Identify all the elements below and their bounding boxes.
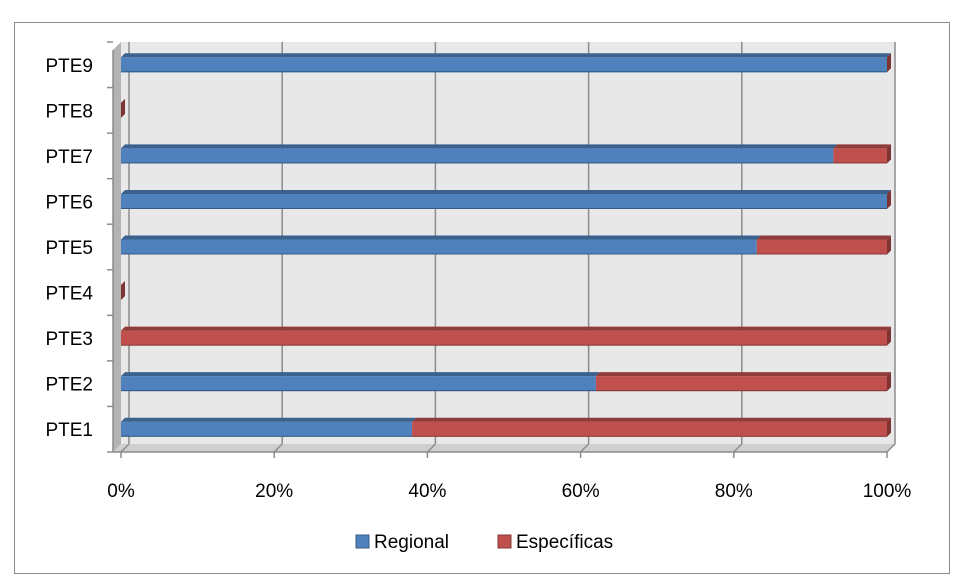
y-tick-label: PTE1 (45, 420, 93, 441)
x-tick-label: 40% (408, 481, 446, 502)
gridline-floor (886, 443, 896, 453)
y-tick-label: PTE7 (45, 147, 93, 168)
x-tick-label: 0% (107, 481, 135, 502)
bar-pte2-regional (121, 372, 600, 392)
bar-end-cap (887, 235, 891, 255)
x-tick-label: 60% (562, 481, 600, 502)
bar-end-cap (887, 189, 891, 209)
legend-swatch-regional (355, 534, 370, 549)
bar-pte1-regional (121, 417, 417, 437)
gridline-floor (273, 443, 283, 453)
y-tick-label: PTE8 (45, 101, 93, 122)
y-tick-label: PTE9 (45, 56, 93, 77)
y-axis-ticks: PTE1 PTE2 PTE3 PTE4 PTE5 PTE6 PTE7 PTE8 PTE9 (45, 41, 113, 453)
x-axis-ticks: 0% 20% 40% 60% 80% 100% (107, 452, 911, 502)
y-tick-label: PTE3 (45, 329, 93, 350)
y-tick-label: PTE2 (45, 375, 93, 396)
bar-end-cap (887, 372, 891, 392)
bar-pte7-especficas (833, 144, 891, 164)
x-tick-label: 20% (255, 481, 293, 502)
gridline-floor (426, 443, 436, 453)
legend-label-regional: Regional (374, 532, 449, 553)
y-tick-label: PTE4 (45, 284, 93, 305)
bar-pte5-regional (121, 235, 761, 255)
bar-end-cap (887, 53, 891, 73)
bar-pte9-regional (121, 53, 891, 73)
bar-end-cap (887, 144, 891, 164)
x-tick-label: 80% (715, 481, 753, 502)
legend-swatch-especificas (497, 534, 512, 549)
side-wall (113, 42, 121, 452)
y-tick-label: PTE6 (45, 192, 93, 213)
bar-end-cap (121, 98, 125, 118)
bar-pte3-especficas (121, 326, 891, 346)
bar-pte8-especficas (121, 98, 125, 118)
bars (121, 53, 891, 437)
y-tick-label: PTE5 (45, 238, 93, 259)
bar-end-cap (121, 281, 125, 301)
gridline-floor (580, 443, 590, 453)
bar-pte7-regional (121, 144, 838, 164)
legend: Regional Específicas (355, 532, 613, 553)
bar-pte4-especficas (121, 281, 125, 301)
bar-pte9-especficas (887, 53, 891, 73)
x-tick-label: 100% (863, 481, 912, 502)
bar-pte6-especficas (887, 189, 891, 209)
axes (112, 50, 887, 453)
gridline-floor (733, 443, 743, 453)
legend-label-especificas: Específicas (516, 532, 613, 553)
bar-pte1-especficas (412, 417, 891, 437)
bar-pte6-regional (121, 189, 891, 209)
bar-pte2-especficas (595, 372, 891, 392)
floor (113, 444, 895, 452)
bar-end-cap (887, 326, 891, 346)
gridline-floor (120, 443, 130, 453)
bar-pte5-especficas (756, 235, 891, 255)
bar-end-cap (887, 417, 891, 437)
